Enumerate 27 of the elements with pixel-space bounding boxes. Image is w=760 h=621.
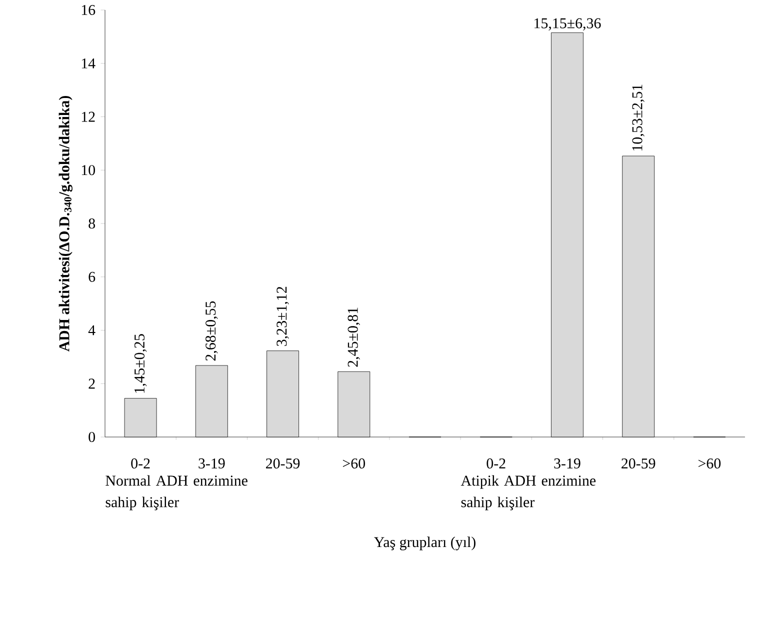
y-tick-label: 10 (82, 165, 96, 176)
data-label: 15,15±6,36 (534, 18, 601, 30)
y-tick-label: 14 (82, 58, 96, 68)
data-label: 10,53±2,51 (632, 84, 644, 150)
y-tick-label: 0 (88, 432, 96, 442)
text: Normal ADH enzimine sahip kişiler (106, 475, 248, 510)
data-label: 3,23±1,12 (276, 286, 289, 346)
y-tick-label: 12 (82, 112, 95, 122)
data-label: 2,45±0,81 (348, 308, 360, 367)
x-tick-label: >60 (342, 458, 366, 469)
data-label: 1,45±0,25 (134, 334, 147, 393)
x-tick-label: 3-19 (554, 458, 580, 468)
text: Atipik ADH enzimine sahip kişiler (460, 475, 596, 510)
x-tick-label: 20-59 (266, 458, 300, 469)
x-tick-label: 0-2 (486, 458, 506, 469)
y-tick-label: 2 (88, 378, 95, 389)
y-tick-label: 6 (88, 272, 96, 282)
y-tick-label: 16 (82, 4, 96, 16)
data-label: 2,68±0,55 (206, 301, 218, 361)
y-tick-label: 8 (88, 218, 96, 229)
x-axis-title: Yaş grupları (yıl) (374, 536, 476, 550)
text: ADH aktivitesi(ΔO.D.$_{340}$/g.doku/dakika) (58, 96, 72, 352)
x-tick-label: 3-19 (198, 458, 225, 468)
x-tick-label: >60 (698, 458, 721, 469)
y-tick-label: 4 (88, 325, 96, 336)
x-tick-label: 20-59 (622, 458, 656, 469)
x-tick-label: 0-2 (131, 458, 150, 469)
